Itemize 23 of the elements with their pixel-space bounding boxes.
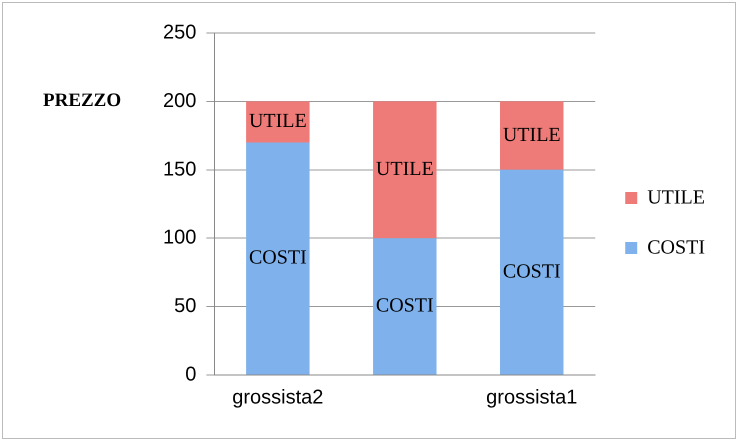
x-tick-label: grossista2 [232, 386, 324, 409]
y-tick-label: 50 [174, 295, 196, 318]
legend-label: COSTI [647, 236, 706, 258]
bar [500, 101, 564, 170]
y-tick-label: 250 [162, 22, 196, 44]
data-label: COSTI [248, 246, 307, 269]
data-label: UTILE [248, 110, 307, 132]
data-label: COSTI [376, 294, 434, 317]
y-axis-title: PREZZO [43, 90, 122, 111]
y-tick-label: 0 [185, 364, 196, 386]
bar [500, 170, 564, 374]
y-tick-label: 100 [162, 226, 196, 249]
data-label: UTILE [502, 124, 561, 146]
bar [373, 101, 437, 238]
bar [246, 101, 310, 142]
data-label: COSTI [502, 260, 561, 282]
bar [373, 238, 437, 374]
x-tick-label: grossista1 [486, 386, 578, 409]
data-label: UTILE [376, 158, 434, 180]
legend-label: UTILE [647, 186, 705, 208]
bar [246, 142, 310, 374]
y-tick-label: 150 [162, 158, 196, 180]
y-tick-label: 200 [162, 90, 196, 112]
